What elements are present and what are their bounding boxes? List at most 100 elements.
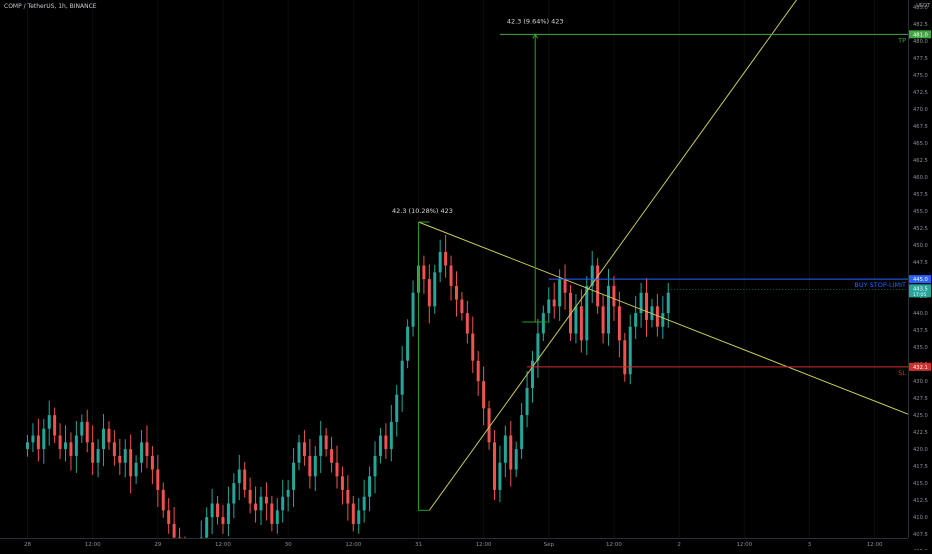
candle-body (395, 394, 399, 422)
candle-body (226, 503, 230, 524)
candle (172, 506, 176, 538)
candle-body (634, 313, 638, 327)
price-tick-label: 447.5 (913, 260, 928, 266)
candle-body (264, 496, 268, 504)
candle (476, 350, 480, 396)
candle-body (596, 265, 600, 307)
candle (520, 402, 524, 459)
candle (221, 504, 225, 534)
candle (492, 430, 496, 500)
price-tick-label: 460.0 (913, 175, 928, 181)
candle (324, 428, 328, 457)
candle-body (558, 279, 562, 307)
candle (248, 477, 252, 514)
candle (433, 264, 437, 314)
price-tick-label: 477.5 (913, 56, 928, 62)
candle (422, 255, 426, 294)
candle (91, 425, 95, 475)
candle-body (525, 387, 529, 416)
price-tick-label: 412.5 (913, 498, 928, 504)
candle (194, 539, 197, 550)
price-tag-value: 445.0 (913, 277, 928, 283)
level-buy: BUY STOP-LIMIT (548, 278, 908, 289)
candle-body (232, 483, 236, 504)
candle-body (357, 510, 361, 524)
candle-body (91, 442, 95, 463)
candle (465, 300, 469, 344)
candle-body (47, 415, 51, 429)
level-sl: SL (527, 366, 908, 377)
candle (482, 366, 486, 426)
candle-body (319, 435, 323, 456)
candle-body (569, 292, 572, 334)
level-tp: TP (499, 33, 908, 44)
candle (216, 496, 220, 525)
candle (552, 282, 556, 319)
candle (47, 400, 51, 446)
candle (541, 305, 545, 341)
candle (243, 462, 247, 498)
price-tag-value: 432.1 (913, 365, 928, 371)
candle-body (286, 489, 290, 497)
candle (259, 486, 263, 525)
candle-body (156, 469, 160, 490)
candle (368, 466, 372, 512)
price-tick-label: 417.5 (913, 464, 928, 470)
price-tick-label: 467.5 (913, 124, 928, 130)
price-tick-label: 450.0 (913, 243, 928, 249)
candle (346, 475, 350, 521)
candle (42, 418, 46, 464)
candle-body (340, 476, 344, 490)
candle (199, 520, 203, 538)
candle (134, 455, 138, 484)
price-tick-label: 482.5 (913, 22, 928, 28)
candle-body (297, 442, 301, 463)
price-tick-label: 427.5 (913, 396, 928, 402)
candle (530, 350, 534, 403)
candle (145, 425, 149, 469)
candle (150, 446, 154, 485)
candle-body (221, 517, 225, 524)
candle (129, 434, 133, 494)
trendline-upper (418, 221, 908, 415)
trendline-lower (428, 0, 798, 511)
candle (31, 423, 35, 453)
candle (330, 436, 334, 473)
candle-body (509, 435, 513, 470)
candle (373, 441, 377, 494)
candle-body (123, 449, 127, 463)
candle-body (666, 292, 670, 314)
time-tick-label: 12:00 (345, 542, 361, 548)
time-tick-label: 28 (24, 542, 31, 548)
candle (205, 507, 209, 538)
measure-label: 42.3 (10.28%) 423 (392, 207, 453, 215)
candle-body (248, 489, 252, 504)
candle-body (216, 503, 220, 518)
candle-body (275, 510, 279, 524)
candle (96, 439, 100, 478)
level-label: SL (898, 369, 906, 377)
candle (112, 430, 116, 466)
candle-body (530, 360, 534, 388)
candle-body (454, 285, 458, 300)
candle (118, 438, 122, 475)
level-label: BUY STOP-LIMIT (854, 281, 906, 289)
candle (340, 466, 344, 505)
candle (601, 294, 605, 344)
candle-body (541, 313, 545, 334)
time-tick-label: 12:00 (85, 542, 101, 548)
candle (444, 234, 448, 278)
candle-body (449, 265, 453, 286)
candle (102, 414, 106, 467)
candle-body (129, 449, 133, 477)
current-price-value: 443.5 (913, 286, 928, 292)
candle (275, 498, 279, 534)
candle (319, 420, 323, 473)
candle-body (444, 251, 448, 266)
candle (167, 498, 171, 534)
candle (454, 271, 458, 317)
candle-body (150, 455, 154, 470)
plot-area: 42.3 (10.28%) 423 42.3 (9.64%) 423 TP BUY S… (26, 0, 908, 550)
